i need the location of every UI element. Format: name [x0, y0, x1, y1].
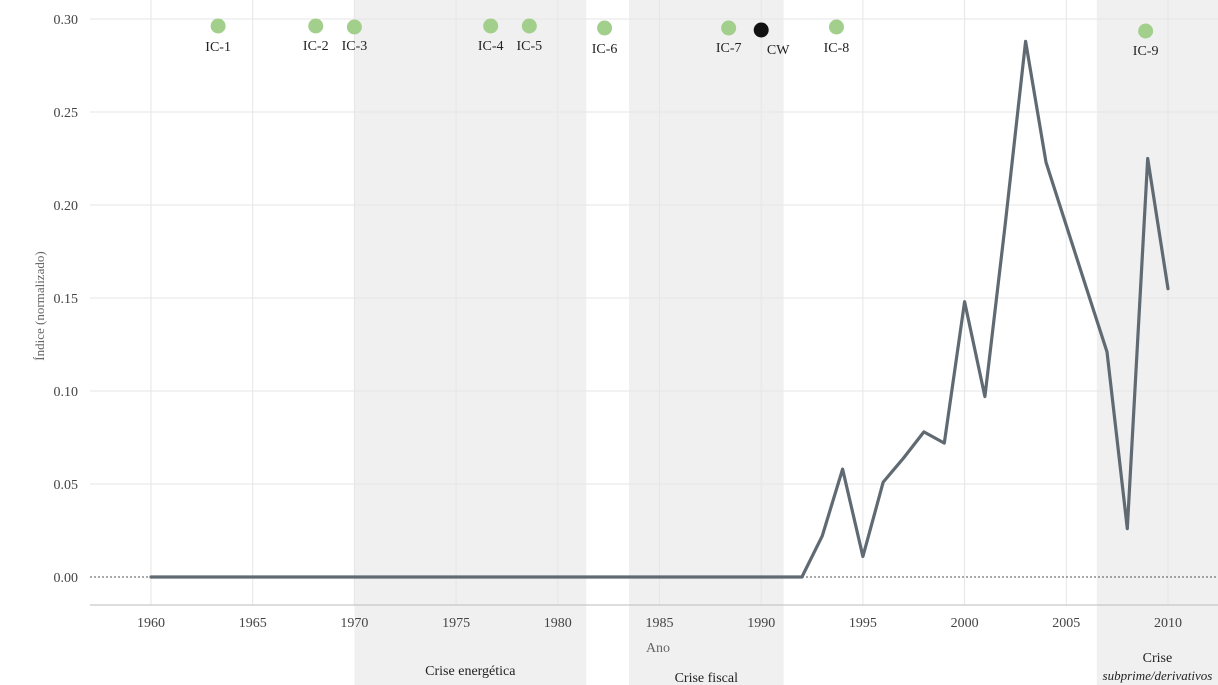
event-label: IC-3: [342, 39, 368, 54]
event-marker: [721, 20, 737, 36]
x-tick-label: 1960: [137, 616, 165, 631]
x-tick-label: 1965: [239, 616, 267, 631]
event-label: IC-4: [478, 39, 504, 54]
y-tick-label: 0.25: [54, 106, 79, 121]
x-tick-label: 1990: [747, 616, 775, 631]
crisis-period-label: Crise: [1143, 651, 1173, 666]
x-tick-label: 2005: [1052, 616, 1080, 631]
event-label: IC-2: [303, 39, 329, 54]
x-axis-label: Ano: [646, 641, 670, 656]
y-tick-label: 0.20: [54, 199, 79, 214]
event-marker: [828, 19, 844, 35]
event-marker: [753, 22, 769, 38]
event-label: IC-5: [516, 39, 542, 54]
axes: 1960 1965 1970 1975 1980 1985 1990 1995 2000 2005…: [54, 13, 1218, 631]
event-marker: [346, 19, 362, 35]
crisis-period-sublabel: subprime/derivativos: [1103, 668, 1213, 683]
event-marker: [597, 20, 613, 36]
x-tick-label: 2010: [1154, 616, 1182, 631]
event-label: IC-6: [592, 42, 618, 57]
y-tick-label: 0.10: [54, 385, 79, 400]
crisis-period-label: Crise energética: [425, 664, 516, 679]
x-tick-label: 1980: [544, 616, 572, 631]
crisis-periods: Crise energética Crise fiscal Crise subprim…: [354, 0, 1218, 685]
event-marker: [308, 18, 324, 34]
x-tick-label: 1985: [646, 616, 674, 631]
y-tick-label: 0.05: [54, 478, 79, 493]
event-marker: [521, 18, 537, 34]
event-label: IC-1: [205, 40, 231, 55]
crisis-period-label: Crise fiscal: [675, 671, 738, 685]
event-marker: [1138, 23, 1154, 39]
crisis-period-band: [1096, 0, 1218, 685]
event-label: CW: [767, 43, 790, 58]
x-tick-label: 1975: [442, 616, 470, 631]
event-markers: IC-1 IC-2 IC-3 IC-4 IC-5 IC-6 IC-7 CW IC-8 IC-9: [205, 18, 1159, 59]
x-tick-label: 1970: [340, 616, 368, 631]
y-tick-label: 0.00: [54, 571, 79, 586]
x-tick-label: 1995: [849, 616, 877, 631]
y-axis-label: Índice (normalizado): [32, 251, 47, 360]
series-lines: [149, 39, 1170, 579]
x-tick-label: 2000: [951, 616, 979, 631]
crisis-period-band: [628, 0, 784, 685]
y-tick-label: 0.15: [54, 292, 79, 307]
event-marker: [483, 18, 499, 34]
event-label: IC-7: [716, 41, 742, 56]
crisis-period-band: [354, 0, 587, 685]
event-marker: [210, 18, 226, 34]
event-label: IC-9: [1133, 44, 1159, 59]
series-line: [149, 39, 1170, 579]
y-tick-label: 0.30: [54, 13, 79, 28]
event-label: IC-8: [824, 41, 850, 56]
